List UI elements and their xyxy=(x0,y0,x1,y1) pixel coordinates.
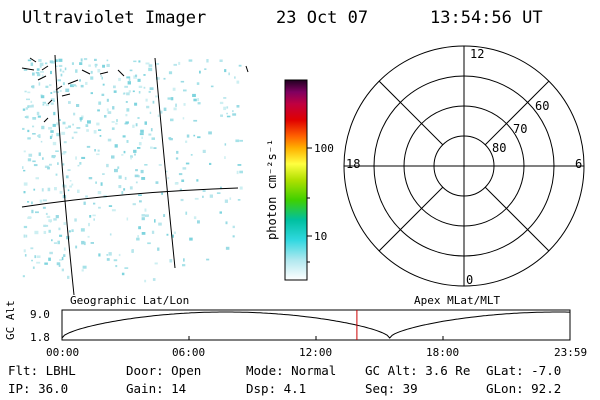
instrument-title: Ultraviolet Imager xyxy=(22,8,207,28)
apex-caption: Apex MLat/MLT xyxy=(414,294,500,307)
gc-alt-axis-label: GC Alt xyxy=(4,300,17,340)
colorbar: 100 10 photon cm⁻²s⁻¹ xyxy=(265,79,334,281)
polar-diag-se xyxy=(484,186,550,252)
mlat-label-70: 70 xyxy=(513,122,527,136)
time-label: 13:54:56 UT xyxy=(430,8,543,28)
polar-diag-sw xyxy=(378,186,444,252)
polar-mlt-plot xyxy=(343,45,585,287)
status-dsp: Dsp: 4.1 xyxy=(246,381,307,396)
date-label: 23 Oct 07 xyxy=(276,8,369,28)
orbit-timeline: GC Alt 9.0 1.8 00:00 06:00 12:00 18:00 2… xyxy=(4,300,587,359)
x-tick-0000: 00:00 xyxy=(46,346,79,359)
x-tick-1800: 18:00 xyxy=(426,346,459,359)
status-glat: GLat: -7.0 xyxy=(486,363,562,378)
geo-grid-lines xyxy=(21,54,239,296)
status-flt: Flt: LBHL xyxy=(8,363,76,378)
mlt-label-0: 0 xyxy=(466,273,473,287)
status-door: Door: Open xyxy=(126,363,202,378)
status-gain: Gain: 14 xyxy=(126,381,187,396)
mlat-label-80: 80 xyxy=(492,141,506,155)
timeline-frame xyxy=(61,309,571,341)
polar-diag-nw xyxy=(378,80,444,146)
status-gc-alt: GC Alt: 3.6 Re xyxy=(365,363,471,378)
mlat-label-60: 60 xyxy=(535,99,549,113)
colorbar-scale xyxy=(284,79,308,281)
x-tick-1200: 12:00 xyxy=(299,346,332,359)
y-tick-9: 9.0 xyxy=(30,308,50,321)
status-seq: Seq: 39 xyxy=(365,381,418,396)
geo-caption: Geographic Lat/Lon xyxy=(70,294,189,307)
x-tick-2359: 23:59 xyxy=(554,346,587,359)
polar-diag-ne xyxy=(484,80,550,146)
colorbar-tick-10: 10 xyxy=(314,230,327,243)
x-tick-0600: 06:00 xyxy=(172,346,205,359)
uv-image-panel xyxy=(21,54,249,296)
status-ip: IP: 36.0 xyxy=(8,381,69,396)
aurora-speckles xyxy=(22,58,243,283)
mlt-label-18: 18 xyxy=(346,157,360,171)
colorbar-unit-label: photon cm⁻²s⁻¹ xyxy=(265,139,279,240)
colorbar-tick-100: 100 xyxy=(314,142,334,155)
mlt-label-6: 6 xyxy=(575,157,582,171)
altitude-curve xyxy=(61,311,570,339)
mlt-label-12: 12 xyxy=(470,47,484,61)
y-tick-1_8: 1.8 xyxy=(30,331,50,344)
status-mode: Mode: Normal xyxy=(246,363,337,378)
status-glon: GLon: 92.2 xyxy=(486,381,562,396)
